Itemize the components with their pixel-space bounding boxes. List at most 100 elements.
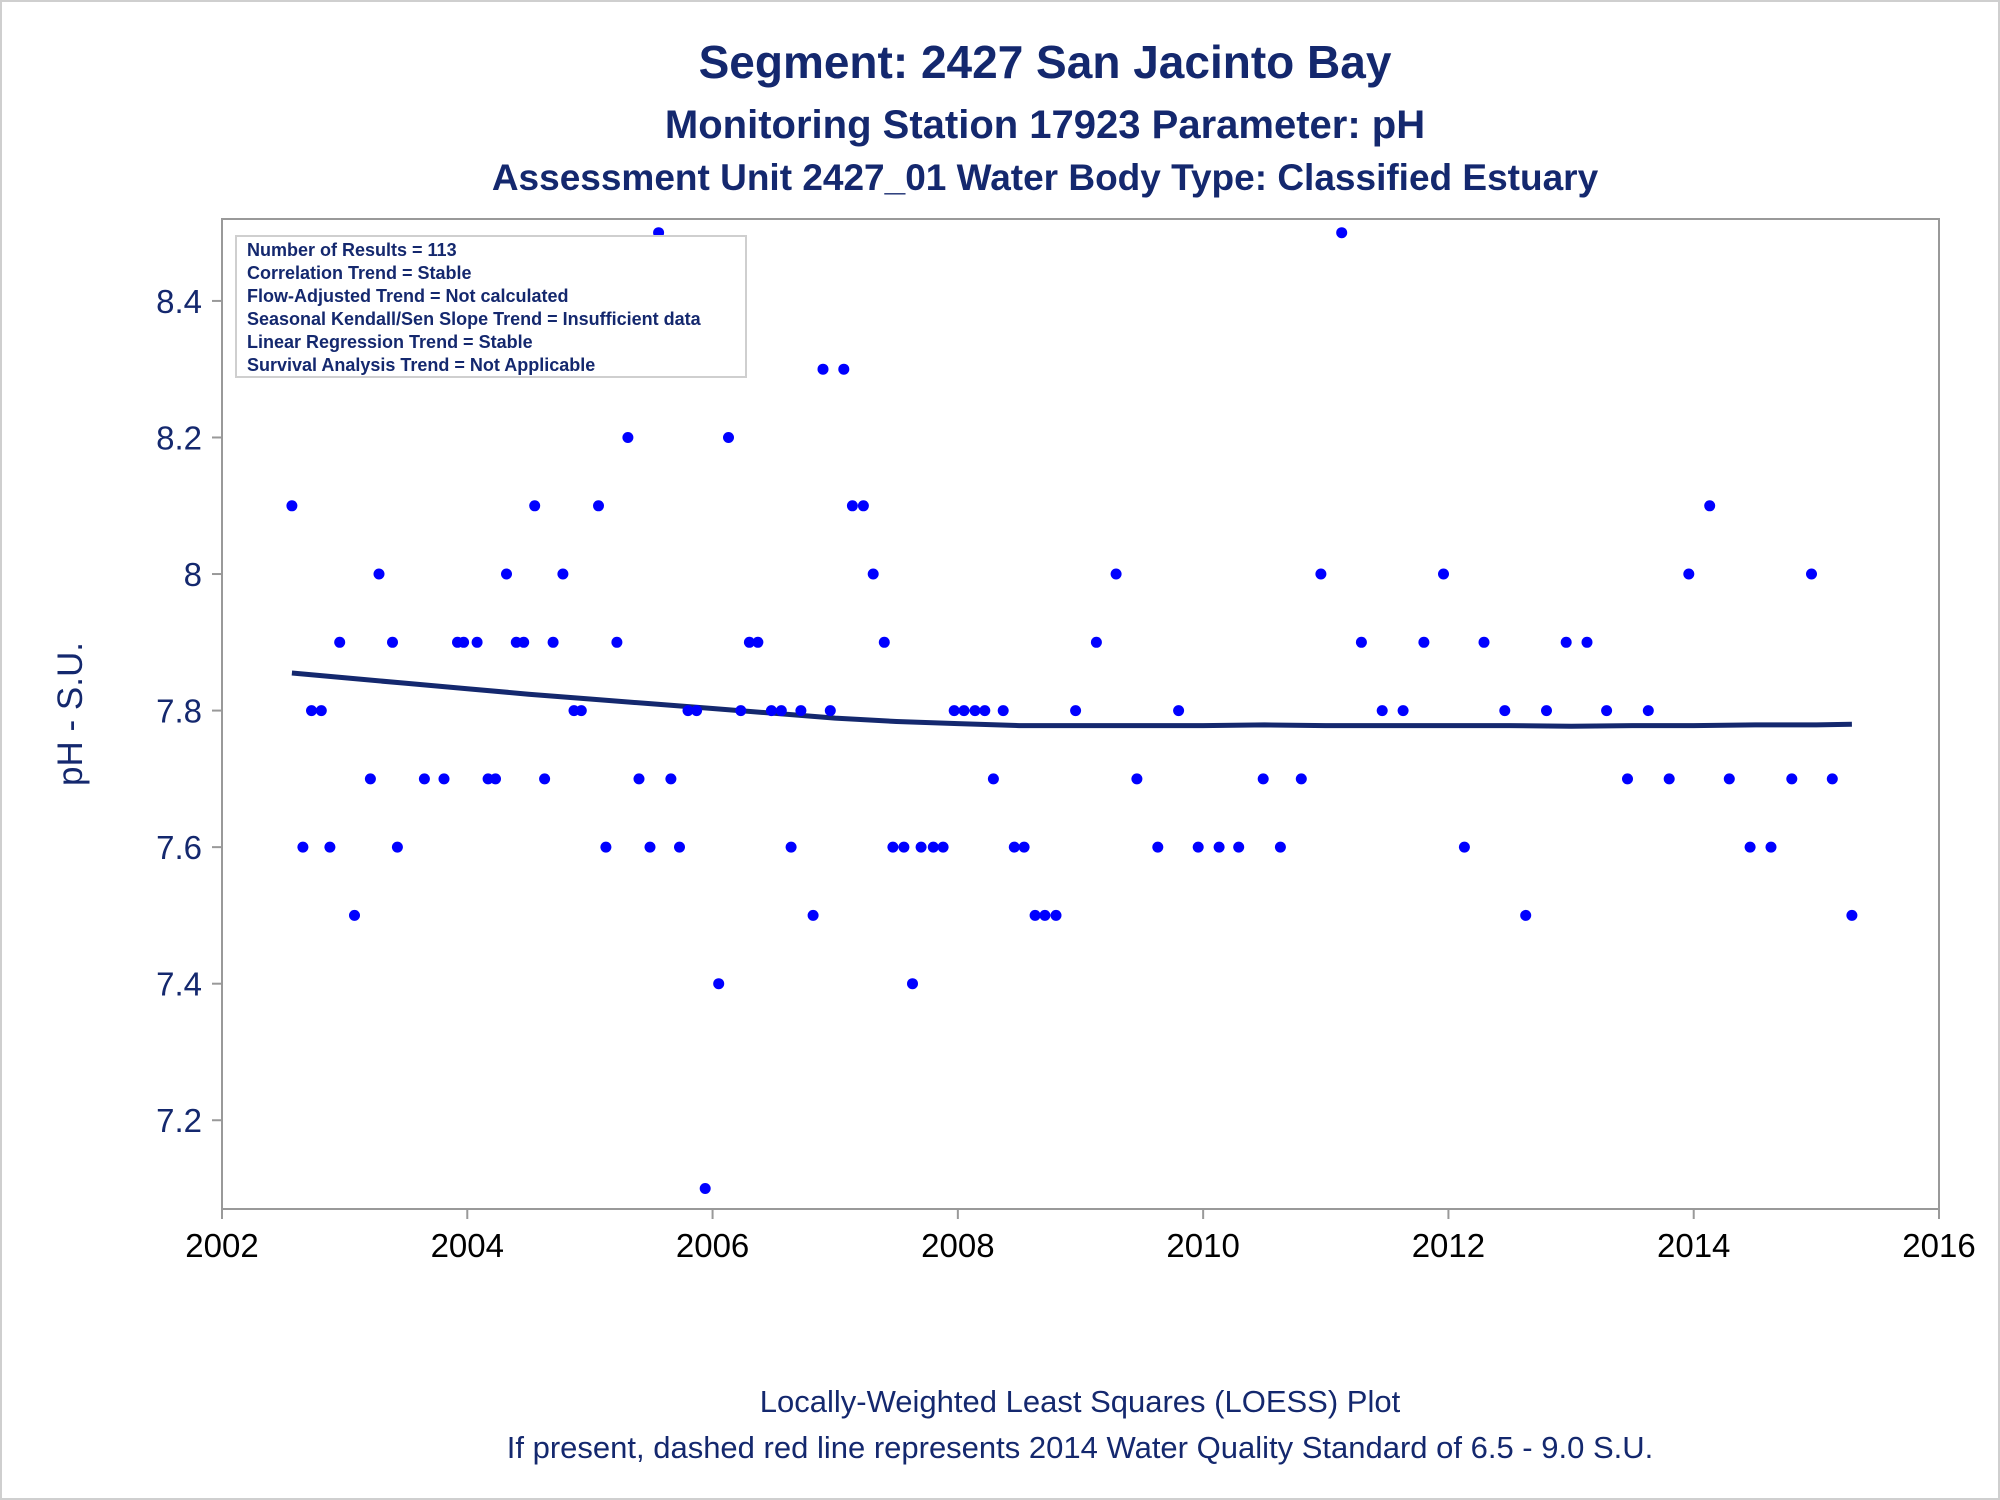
data-point xyxy=(948,705,960,717)
data-point xyxy=(539,773,551,785)
data-point xyxy=(887,841,899,853)
data-point xyxy=(306,705,317,717)
y-tick-label: 7.4 xyxy=(156,966,202,1003)
data-point xyxy=(644,841,656,853)
data-point xyxy=(1192,841,1204,853)
data-point xyxy=(1723,773,1735,785)
y-tick-label: 8.2 xyxy=(156,419,202,456)
data-point xyxy=(1039,909,1051,921)
data-point xyxy=(1131,773,1143,785)
y-tick-label: 7.2 xyxy=(156,1102,202,1139)
y-tick-label: 8.4 xyxy=(156,283,202,320)
data-point xyxy=(1110,568,1122,580)
stats-line-linear-regression: Linear Regression Trend = Stable xyxy=(247,332,533,352)
stats-line-seasonal-kendall: Seasonal Kendall/Sen Slope Trend = Insuf… xyxy=(247,309,702,329)
data-point xyxy=(1090,636,1102,648)
data-point xyxy=(898,841,910,853)
data-point xyxy=(1683,568,1695,580)
data-point xyxy=(723,432,734,443)
data-point xyxy=(665,773,677,785)
data-point xyxy=(1581,636,1593,648)
data-point xyxy=(824,705,836,717)
data-point xyxy=(349,909,360,921)
data-point xyxy=(1541,705,1552,717)
data-point xyxy=(391,841,403,853)
data-point xyxy=(334,636,346,648)
footnote-loess: Locally-Weighted Least Squares (LOESS) P… xyxy=(760,1384,1401,1419)
y-tick-label: 7.8 xyxy=(156,693,202,730)
data-point xyxy=(1257,773,1269,785)
data-point xyxy=(1520,909,1532,921)
data-point xyxy=(575,705,587,717)
data-point xyxy=(979,705,991,717)
data-point xyxy=(1008,841,1020,853)
data-point xyxy=(795,705,807,717)
data-point xyxy=(785,841,797,853)
data-point xyxy=(471,636,483,648)
x-tick-label: 2010 xyxy=(1166,1227,1239,1264)
data-point xyxy=(1376,705,1388,717)
chart-subtitle-assessment: Assessment Unit 2427_01 Water Body Type:… xyxy=(492,157,1599,198)
data-point xyxy=(1663,773,1675,785)
data-point xyxy=(1274,841,1286,853)
data-point xyxy=(674,841,685,853)
data-point xyxy=(997,705,1009,717)
data-point xyxy=(699,1183,711,1194)
points-layer xyxy=(286,227,1858,1194)
loess-line xyxy=(291,670,1852,729)
data-point xyxy=(633,773,645,785)
data-point xyxy=(1173,705,1185,717)
data-point xyxy=(969,705,981,717)
data-point xyxy=(1233,841,1245,853)
chart-title: Segment: 2427 San Jacinto Bay xyxy=(699,36,1392,88)
chart-subtitle-station: Monitoring Station 17923 Parameter: pH xyxy=(665,103,1425,147)
y-tick-label: 8 xyxy=(184,556,202,593)
data-point xyxy=(490,773,501,785)
data-point xyxy=(682,705,694,717)
data-point xyxy=(691,705,703,717)
data-point xyxy=(1560,636,1572,648)
data-point xyxy=(867,568,879,580)
data-point xyxy=(987,773,999,785)
x-tick-label: 2016 xyxy=(1902,1227,1975,1264)
data-point xyxy=(817,363,829,375)
data-point xyxy=(324,841,336,853)
data-point xyxy=(1744,841,1756,853)
data-point xyxy=(518,636,530,648)
data-point xyxy=(315,705,327,717)
x-tick-label: 2006 xyxy=(676,1227,749,1264)
data-point xyxy=(765,705,777,717)
data-point xyxy=(1295,773,1307,785)
x-tick-label: 2004 xyxy=(431,1227,504,1264)
data-point xyxy=(1806,568,1817,580)
data-point xyxy=(611,636,623,648)
x-tick-label: 2002 xyxy=(185,1227,258,1264)
data-point xyxy=(907,978,918,990)
data-point xyxy=(1418,636,1430,648)
data-point xyxy=(1601,705,1613,717)
data-point xyxy=(878,636,890,648)
data-point xyxy=(1704,500,1716,512)
y-axis: 7.2 7.4 7.6 7.8 8 8.2 8.4 xyxy=(156,283,222,1139)
y-axis-label: pH - S.U. xyxy=(51,642,90,786)
data-point xyxy=(1152,841,1164,853)
data-point xyxy=(387,636,398,648)
data-point xyxy=(547,636,559,648)
data-point xyxy=(1765,841,1777,853)
data-point xyxy=(735,705,747,717)
data-point xyxy=(1458,841,1470,853)
data-point xyxy=(373,568,385,580)
data-point xyxy=(1213,841,1225,853)
data-point xyxy=(846,500,858,512)
data-point xyxy=(838,363,850,375)
x-tick-label: 2012 xyxy=(1412,1227,1485,1264)
data-point xyxy=(1018,841,1030,853)
data-point xyxy=(1438,568,1449,580)
data-point xyxy=(1846,909,1858,921)
stats-line-correlation: Correlation Trend = Stable xyxy=(247,263,472,283)
data-point xyxy=(529,500,541,512)
stats-line-survival-analysis: Survival Analysis Trend = Not Applicable xyxy=(247,355,595,375)
footnote-standard: If present, dashed red line represents 2… xyxy=(507,1430,1654,1465)
data-point xyxy=(286,500,298,512)
